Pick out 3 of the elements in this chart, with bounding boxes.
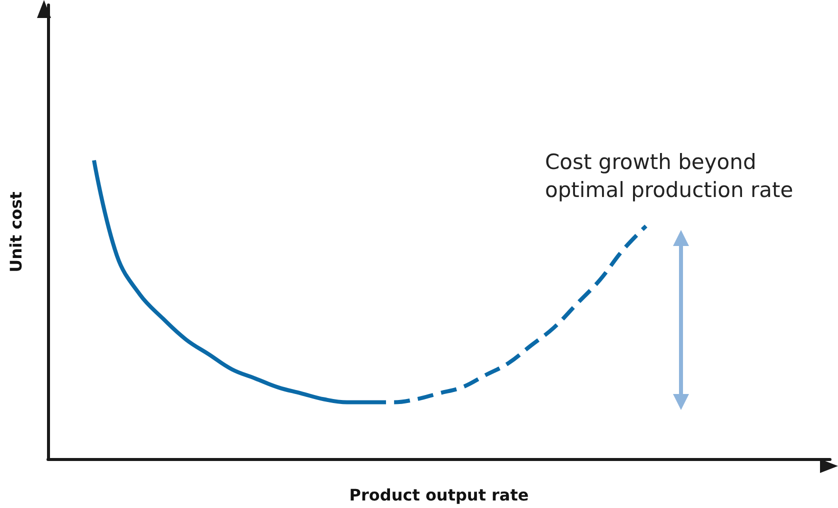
x-axis-title: Product output rate xyxy=(349,486,529,504)
annotation: Cost growth beyond optimal production rate xyxy=(545,150,794,202)
y-axis-title: Unit cost xyxy=(6,191,26,272)
